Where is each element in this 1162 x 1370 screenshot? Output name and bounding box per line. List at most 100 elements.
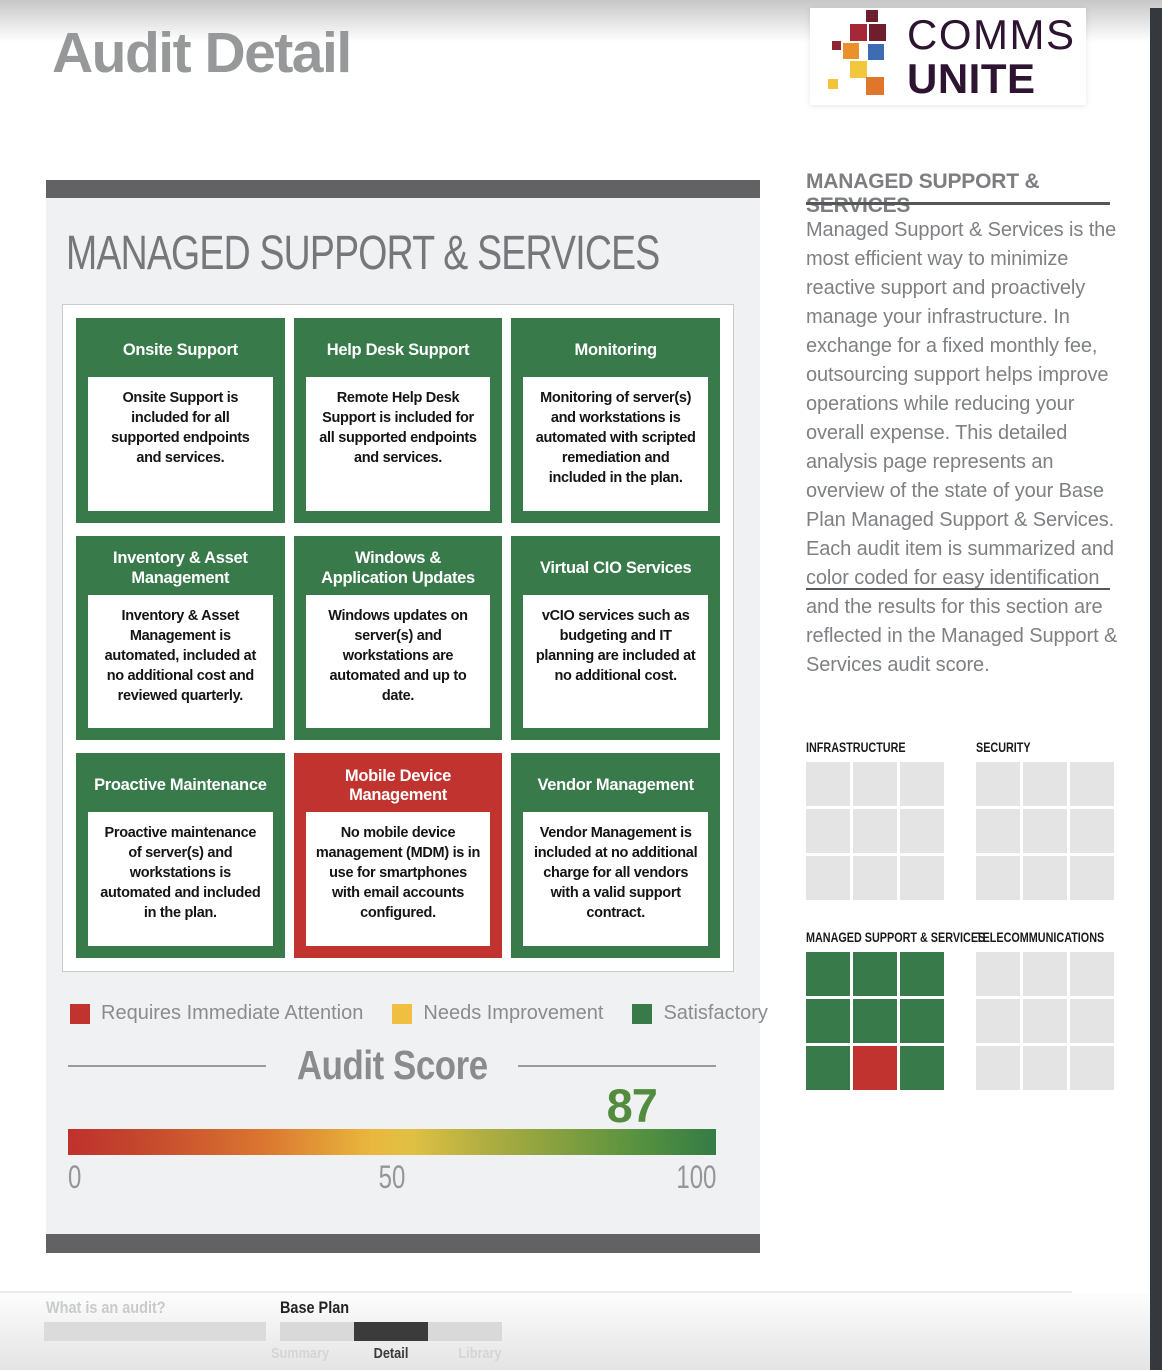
grid-cell bbox=[853, 856, 897, 900]
mini-grid bbox=[806, 952, 946, 1090]
sidebar-section-title: MANAGED SUPPORT & SERVICES bbox=[806, 170, 1040, 217]
plan-progress-segment bbox=[280, 1322, 354, 1341]
grid-cell bbox=[1023, 999, 1067, 1043]
grid-cell bbox=[900, 952, 944, 996]
legend-label: Needs Improvement bbox=[423, 1002, 604, 1024]
logo-text: COMMS UNITE bbox=[907, 14, 1076, 100]
logo-line1: COMMS bbox=[907, 11, 1076, 58]
plan-progress-segment bbox=[428, 1322, 502, 1341]
grid-cell bbox=[806, 952, 850, 996]
card-description: Vendor Management is included at no addi… bbox=[523, 812, 708, 946]
audit-card: Inventory & Asset Management Inventory &… bbox=[76, 535, 285, 741]
heading-rule-left bbox=[68, 1064, 266, 1067]
legend-item: Satisfactory bbox=[632, 1002, 768, 1025]
mosaic-square bbox=[866, 10, 878, 22]
audit-card: Windows & Application Updates Windows up… bbox=[293, 535, 503, 741]
grid-cell bbox=[976, 762, 1020, 806]
grid-cell bbox=[1023, 952, 1067, 996]
plan-progress-bar bbox=[280, 1322, 502, 1341]
grid-cell bbox=[976, 999, 1020, 1043]
grid-cell bbox=[1023, 809, 1067, 853]
mosaic-square bbox=[869, 24, 886, 41]
footer-divider bbox=[0, 1291, 1072, 1293]
card-title: Windows & Application Updates bbox=[321, 548, 475, 587]
plan-progress-segment bbox=[354, 1322, 428, 1341]
audit-card: Help Desk Support Remote Help Desk Suppo… bbox=[293, 318, 503, 523]
grid-cell bbox=[853, 1046, 897, 1090]
audit-card: Monitoring Monitoring of server(s) and w… bbox=[511, 318, 720, 523]
mosaic-square bbox=[828, 79, 838, 89]
card-title: Virtual CIO Services bbox=[539, 558, 692, 577]
grid-cell bbox=[1023, 856, 1067, 900]
legend-label: Requires Immediate Attention bbox=[101, 1002, 364, 1024]
category-managed-support-services: MANAGED SUPPORT & SERVICES bbox=[806, 930, 986, 1090]
card-description: Monitoring of server(s) and workstations… bbox=[523, 377, 708, 511]
legend-label: Satisfactory bbox=[663, 1002, 768, 1024]
grid-cell bbox=[1070, 856, 1114, 900]
mini-grid bbox=[976, 762, 1116, 900]
logo-line2: UNITE bbox=[907, 55, 1036, 102]
sidebar-rule-bottom bbox=[806, 588, 1110, 590]
audit-score-value: 87 bbox=[606, 1079, 658, 1132]
grid-cell bbox=[806, 999, 850, 1043]
card-description: Inventory & Asset Management is automate… bbox=[88, 594, 273, 729]
panel-bottom-bar bbox=[46, 1234, 760, 1253]
card-description: Remote Help Desk Support is included for… bbox=[305, 377, 491, 511]
grid-cell bbox=[976, 952, 1020, 996]
sidebar-rule-top bbox=[806, 202, 1110, 205]
card-description: vCIO services such as budgeting and IT p… bbox=[523, 594, 708, 729]
legend-swatch-green bbox=[632, 1003, 653, 1024]
mosaic-square bbox=[868, 44, 884, 60]
audit-card: Onsite Support Onsite Support is include… bbox=[76, 318, 285, 523]
grid-cell bbox=[806, 1046, 850, 1090]
mini-grid bbox=[806, 762, 946, 900]
faq-progress-bar bbox=[44, 1322, 266, 1341]
mosaic-square bbox=[832, 41, 841, 50]
grid-cell bbox=[900, 1046, 944, 1090]
grid-cell bbox=[1070, 1046, 1114, 1090]
tab-summary[interactable]: Summary bbox=[270, 1345, 330, 1362]
card-title: Proactive Maintenance bbox=[94, 776, 267, 795]
gauge-tick-0: 0 bbox=[68, 1159, 82, 1195]
audit-detail-panel: MANAGED SUPPORT & SERVICES Onsite Suppor… bbox=[46, 180, 768, 1253]
card-title: Onsite Support bbox=[122, 341, 238, 360]
grid-cell bbox=[976, 1046, 1020, 1090]
grid-cell bbox=[806, 809, 850, 853]
status-legend: Requires Immediate Attention Needs Impro… bbox=[70, 1002, 768, 1025]
grid-cell bbox=[853, 809, 897, 853]
grid-cell bbox=[853, 952, 897, 996]
category-label: MANAGED SUPPORT & SERVICES bbox=[806, 930, 986, 945]
mosaic-square bbox=[850, 24, 867, 41]
category-telecommunications: TELECOMMUNICATIONS bbox=[976, 930, 1116, 1090]
card-description: Windows updates on server(s) and worksta… bbox=[305, 594, 491, 729]
card-title: Inventory & Asset Management bbox=[113, 548, 248, 587]
sidebar-description: Managed Support & Services is the most e… bbox=[806, 219, 1118, 676]
mosaic-square bbox=[866, 77, 884, 95]
heading-rule-right bbox=[518, 1064, 716, 1067]
what-is-an-audit-link[interactable]: What is an audit? bbox=[46, 1298, 166, 1317]
card-title: Vendor Management bbox=[537, 776, 695, 795]
grid-cell bbox=[1070, 952, 1114, 996]
category-label: SECURITY bbox=[976, 740, 1031, 755]
logo-mosaic-icon bbox=[810, 8, 905, 105]
audit-card: Virtual CIO Services vCIO services such … bbox=[511, 535, 720, 741]
audit-score-title: Audit Score bbox=[296, 1042, 488, 1088]
page-title: Audit Detail bbox=[52, 21, 352, 85]
gauge-tick-50: 50 bbox=[378, 1159, 406, 1195]
grid-cell bbox=[900, 999, 944, 1043]
panel-top-bar bbox=[46, 180, 760, 198]
plan-title: Base Plan bbox=[280, 1298, 350, 1317]
grid-cell bbox=[900, 762, 944, 806]
grid-cell bbox=[853, 762, 897, 806]
grid-cell bbox=[976, 809, 1020, 853]
category-label: INFRASTRUCTURE bbox=[806, 740, 906, 755]
audit-score-scale: 0 50 100 bbox=[68, 1159, 716, 1199]
grid-cell bbox=[806, 856, 850, 900]
audit-cards-grid: Onsite Support Onsite Support is include… bbox=[62, 304, 734, 972]
mini-grid bbox=[976, 952, 1116, 1090]
tab-detail[interactable]: Detail bbox=[373, 1345, 409, 1362]
card-title: Help Desk Support bbox=[326, 341, 470, 360]
tab-library[interactable]: Library bbox=[458, 1345, 502, 1362]
legend-swatch-yellow bbox=[392, 1003, 413, 1024]
legend-swatch-red bbox=[70, 1003, 90, 1024]
